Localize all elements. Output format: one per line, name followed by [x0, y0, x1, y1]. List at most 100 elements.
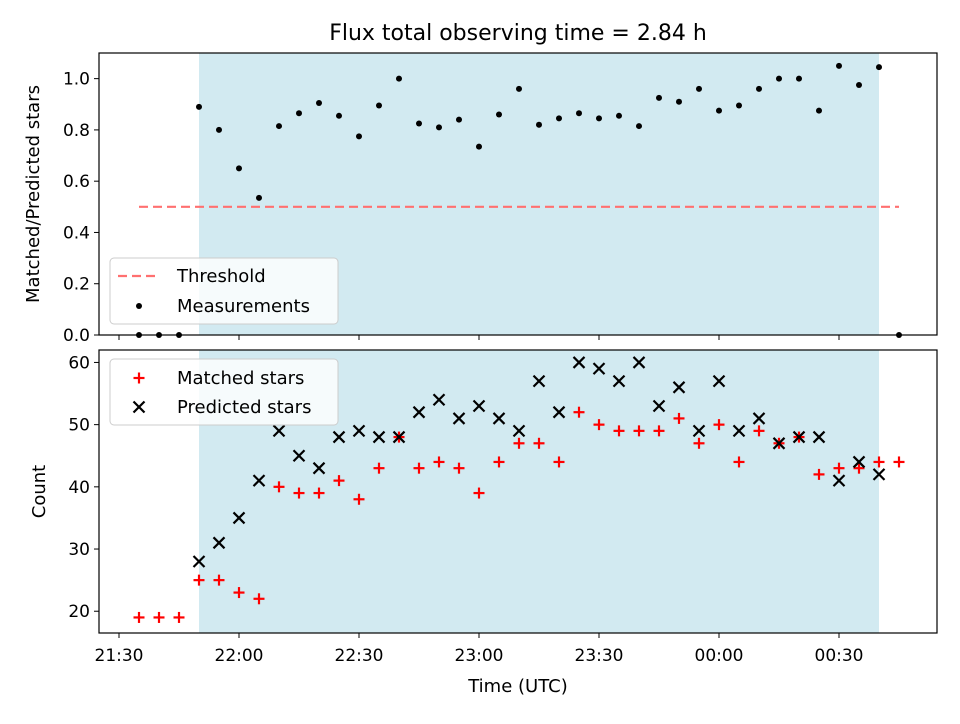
- measurement-point: [796, 75, 802, 82]
- legend-measurement-label: Measurements: [177, 296, 310, 317]
- cross-stroke: [872, 468, 886, 481]
- matched-star-point: [293, 487, 305, 499]
- cross-stroke: [252, 474, 266, 487]
- measurement-point: [636, 123, 642, 130]
- predicted-star-point: [732, 424, 746, 438]
- matched-star-point: [533, 437, 545, 449]
- cross-stroke: [452, 412, 466, 425]
- cross-stroke: [432, 393, 446, 407]
- cross-stroke: [852, 455, 866, 469]
- measurement-point: [536, 121, 542, 128]
- predicted-star-point: [752, 412, 766, 425]
- matched-star-point: [213, 574, 225, 586]
- ratio-axes-frame: [98, 52, 938, 336]
- measurement-point: [716, 107, 722, 114]
- measurement-point: [276, 123, 282, 130]
- cross-stroke: [732, 424, 746, 438]
- cross-stroke: [352, 424, 366, 438]
- matched-star-point: [493, 456, 505, 468]
- predicted-star-point: [612, 374, 626, 388]
- predicted-star-point: [212, 536, 226, 550]
- measurement-point: [736, 102, 742, 109]
- y-tick-label: 50: [68, 416, 90, 436]
- ratio-y-axis-label: Matched/Predicted stars: [23, 85, 44, 303]
- predicted-star-point: [372, 430, 386, 444]
- ratio-legend: Threshold Measurements: [109, 257, 339, 325]
- matched-star-point: [173, 611, 185, 623]
- cross-stroke: [212, 536, 226, 550]
- predicted-star-point: [252, 474, 266, 487]
- measurement-points: [136, 62, 902, 338]
- predicted-star-point: [452, 412, 466, 425]
- count-x-ticks: 21:30 22:00 22:30 23:00 23:30 00:00 00:30: [95, 633, 864, 666]
- measurement-point: [696, 85, 702, 92]
- chart-title: Flux total observing time = 2.84 h: [329, 21, 707, 46]
- count-axes-frame: [98, 349, 938, 634]
- measurement-point: [556, 115, 562, 122]
- matched-star-point: [153, 611, 165, 623]
- cross-stroke: [192, 555, 206, 568]
- matched-star-point: [353, 493, 365, 505]
- predicted-star-point: [672, 381, 686, 394]
- measurement-point: [776, 75, 782, 82]
- time-x-axis-label: Time (UTC): [467, 676, 568, 697]
- measurement-point: [416, 120, 422, 127]
- matched-star-point: [193, 574, 205, 586]
- x-tick-label: 23:00: [455, 646, 504, 666]
- cross-stroke: [272, 424, 286, 438]
- legend-box: [109, 257, 339, 325]
- predicted-star-point: [812, 430, 826, 444]
- measurement-point: [236, 165, 242, 172]
- measurement-point: [456, 116, 462, 123]
- matched-star-point: [513, 437, 525, 449]
- matched-star-point: [833, 462, 845, 474]
- matched-star-point: [693, 437, 705, 449]
- predicted-star-point: [352, 424, 366, 438]
- matched-star-point: [433, 456, 445, 468]
- matched-star-point: [633, 425, 645, 437]
- cross-stroke: [692, 424, 706, 438]
- measurement-point: [856, 82, 862, 89]
- measurement-point: [836, 62, 842, 69]
- matched-star-point: [473, 487, 485, 499]
- y-tick-label: 20: [68, 602, 90, 622]
- measurement-point: [436, 124, 442, 131]
- cross-stroke: [812, 430, 826, 444]
- y-tick-label: 1.0: [63, 70, 90, 90]
- predicted-star-point: [792, 430, 806, 444]
- predicted-star-point: [292, 449, 306, 463]
- cross-stroke: [472, 399, 486, 413]
- matched-star-point: [373, 462, 385, 474]
- x-tick-label: 22:30: [335, 646, 384, 666]
- measurement-point: [756, 85, 762, 92]
- matched-star-point: [573, 406, 585, 418]
- y-tick-label: 0.4: [63, 223, 90, 243]
- measurement-point: [876, 64, 882, 71]
- cross-stroke: [612, 374, 626, 388]
- legend-matched-label: Matched stars: [177, 368, 304, 389]
- predicted-star-point: [412, 405, 426, 419]
- legend-predicted-label: Predicted stars: [177, 397, 311, 418]
- cross-stroke: [672, 381, 686, 394]
- x-tick-label: 00:00: [695, 646, 744, 666]
- count-y-axis-label: Count: [29, 465, 50, 518]
- cross-stroke: [372, 430, 386, 444]
- matched-star-point: [553, 456, 565, 468]
- cross-stroke: [792, 430, 806, 444]
- cross-stroke: [312, 461, 326, 475]
- measurement-point: [336, 112, 342, 119]
- predicted-star-point: [392, 430, 406, 444]
- matched-star-point: [453, 462, 465, 474]
- predicted-star-point: [232, 511, 246, 525]
- cross-stroke: [632, 356, 646, 369]
- predicted-star-point: [772, 437, 786, 450]
- legend-matched-swatch: [133, 372, 145, 384]
- x-tick-label: 21:30: [95, 646, 144, 666]
- measurement-point: [376, 102, 382, 109]
- legend-measurement-swatch: [136, 303, 142, 309]
- matched-star-point: [673, 412, 685, 424]
- x-tick-label: 23:30: [575, 646, 624, 666]
- predicted-star-point: [692, 424, 706, 438]
- measurement-point: [596, 115, 602, 122]
- count-y-ticks: 20 30 40 50 60: [68, 353, 99, 622]
